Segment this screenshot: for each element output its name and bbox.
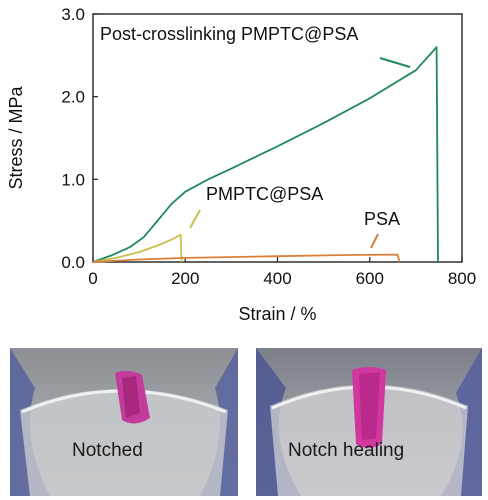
annotation-pmptc-psa: PMPTC@PSA: [206, 184, 323, 204]
plot-frame: [92, 13, 463, 263]
chart-axes: 0 200 400 600 800 0.0 1.0 2.0 3.0 Strain / % Stres…: [6, 5, 476, 324]
photo-notched-label: Notched: [72, 440, 143, 461]
photo-notched: Notched: [10, 348, 238, 496]
photo-notch-healing-illustration: [256, 348, 482, 496]
x-tick-label: 800: [448, 269, 476, 288]
x-tick-label: 200: [171, 269, 199, 288]
annotation-layer: Post-crosslinking PMPTC@PSA PMPTC@PSA PS…: [100, 24, 411, 249]
x-tick-label: 400: [263, 269, 291, 288]
annotation-post-pointer: [379, 57, 411, 68]
annotation-pmptc-pointer: [189, 209, 201, 229]
x-axis-label: Strain / %: [238, 304, 316, 324]
x-tick-label: 0: [88, 269, 97, 288]
photo-notch-healing: Notch healing: [256, 348, 482, 496]
y-tick-label: 0.0: [61, 253, 85, 272]
y-tick-label: 1.0: [61, 170, 85, 189]
photo-notch-healing-label: Notch healing: [288, 440, 405, 461]
y-tick-label: 2.0: [61, 88, 85, 107]
series-line-pmptc-psa: [92, 233, 183, 263]
series-line-post-crosslinking: [92, 46, 439, 263]
annotation-post-crosslinking: Post-crosslinking PMPTC@PSA: [100, 24, 358, 44]
annotation-psa: PSA: [364, 209, 400, 229]
x-tick-label: 600: [356, 269, 384, 288]
series-line-psa: [92, 253, 401, 263]
y-axis-label: Stress / MPa: [6, 86, 26, 190]
annotation-psa-pointer: [370, 233, 379, 249]
y-tick-label: 3.0: [61, 5, 85, 24]
photo-notched-illustration: [10, 348, 238, 496]
stress-strain-chart: 0 200 400 600 800 0.0 1.0 2.0 3.0 Strain / % Stres…: [6, 5, 476, 324]
series-layer: [92, 46, 439, 263]
